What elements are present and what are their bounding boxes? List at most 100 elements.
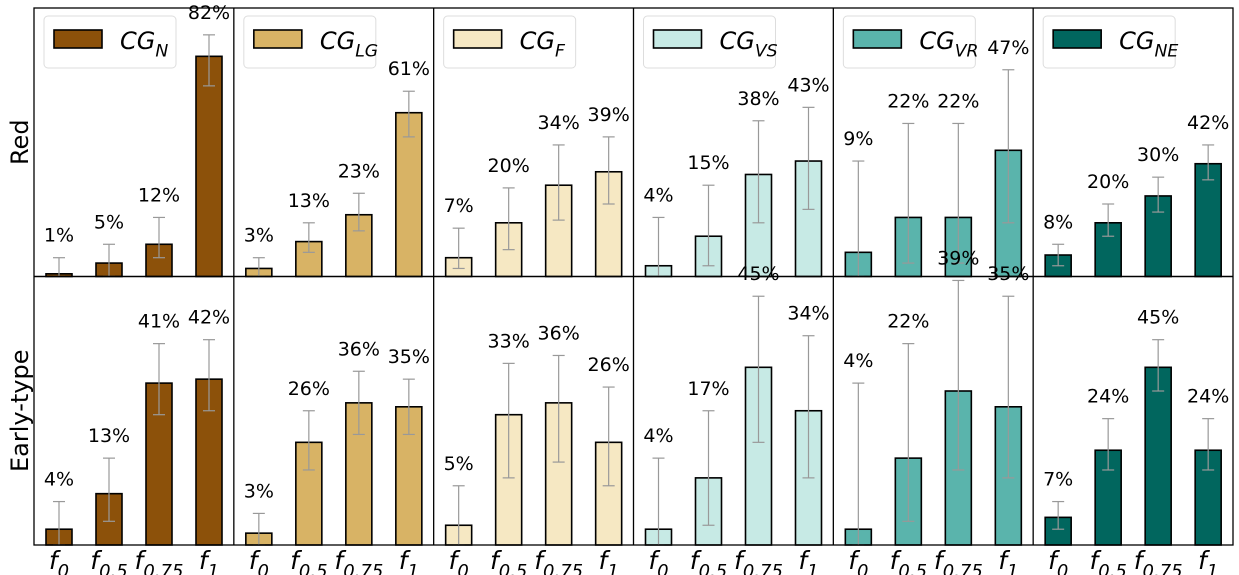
data-label: 22% bbox=[887, 311, 929, 333]
x-tick-label-sub: 0.75 bbox=[743, 561, 783, 575]
x-tick-label: f0.5 bbox=[290, 546, 327, 575]
x-tick-label-sub: 0.5 bbox=[499, 561, 528, 575]
x-tick-label: f0.5 bbox=[490, 546, 527, 575]
x-tick-label-sub: 0 bbox=[857, 561, 868, 575]
x-tick-label-sub: 0.5 bbox=[1098, 561, 1127, 575]
data-label: 4% bbox=[843, 350, 873, 372]
legend: CGF bbox=[443, 15, 577, 69]
data-label: 45% bbox=[737, 263, 779, 285]
x-tick-label: f1 bbox=[1198, 546, 1218, 575]
x-tick-label-sub: 0.5 bbox=[699, 561, 728, 575]
data-label: 82% bbox=[188, 2, 230, 24]
panel-early-type-cgne: 7% 24% 45% 24% bbox=[1043, 307, 1229, 546]
legend-frame bbox=[1042, 15, 1176, 69]
data-label: 26% bbox=[288, 378, 330, 400]
data-label: 15% bbox=[687, 152, 729, 174]
x-tick-label-sub: 0.5 bbox=[99, 561, 128, 575]
data-label: 33% bbox=[488, 330, 530, 352]
data-label: 4% bbox=[643, 425, 673, 447]
data-label: 4% bbox=[44, 469, 74, 491]
x-tick-label: f0.75 bbox=[534, 546, 583, 575]
legend-label-sub: NE bbox=[1155, 42, 1179, 62]
legend: CGN bbox=[43, 15, 177, 69]
data-label: 23% bbox=[338, 160, 380, 182]
panel-early-type-cglg: 3% 26% 36% 35% bbox=[244, 338, 430, 546]
legend-label: CGN bbox=[120, 27, 168, 62]
panel-red-cgf: 7% 20% 34% 39% CGF bbox=[443, 15, 630, 278]
x-tick-label: f0.75 bbox=[934, 546, 983, 575]
data-label: 7% bbox=[444, 195, 474, 217]
data-label: 35% bbox=[987, 263, 1029, 285]
x-tick-label-sub: 0 bbox=[258, 561, 269, 575]
x-tick-label: f0 bbox=[49, 546, 69, 575]
x-tick-label: f0.75 bbox=[734, 546, 783, 575]
legend-label-sub: F bbox=[555, 42, 566, 62]
data-label: 3% bbox=[244, 225, 274, 247]
data-label: 61% bbox=[388, 58, 430, 80]
legend-swatch bbox=[452, 29, 503, 49]
x-tick-label: f0.75 bbox=[334, 546, 383, 575]
panel-red-cgvr: 9% 22% 22% 47% CGVR bbox=[842, 15, 1029, 278]
x-tick-label-sub: 0.75 bbox=[343, 561, 383, 575]
legend: CGLG bbox=[243, 15, 378, 69]
x-tick-label-sub: 1 bbox=[1207, 561, 1218, 575]
legend-swatch bbox=[852, 29, 903, 49]
x-tick-label-sub: 0.75 bbox=[543, 561, 583, 575]
panel-red-cglg: 3% 13% 23% 61% CGLG bbox=[243, 15, 430, 278]
legend-frame bbox=[43, 15, 177, 69]
data-label: 36% bbox=[538, 322, 580, 344]
data-label: 24% bbox=[1187, 386, 1229, 408]
legend-label: CGF bbox=[520, 27, 566, 62]
data-label: 20% bbox=[488, 155, 530, 177]
legend-label-sub: VS bbox=[755, 42, 778, 62]
x-tick-label-sub: 0.75 bbox=[943, 561, 983, 575]
x-tick-label: f0.5 bbox=[90, 546, 127, 575]
x-tick-label: f0.5 bbox=[1089, 546, 1126, 575]
data-label: 17% bbox=[687, 378, 729, 400]
x-tick-label-sub: 0.5 bbox=[299, 561, 328, 575]
panel-red-cgne: 8% 20% 30% 42% CGNE bbox=[1042, 15, 1229, 278]
data-label: 12% bbox=[138, 184, 180, 206]
data-label: 41% bbox=[138, 311, 180, 333]
x-tick-label-sub: 0 bbox=[457, 561, 468, 575]
data-label: 13% bbox=[88, 425, 130, 447]
legend-label-sub: VR bbox=[955, 42, 979, 62]
legend-label-base: CG bbox=[520, 27, 555, 55]
data-label: 8% bbox=[1043, 211, 1073, 233]
legend-label-base: CG bbox=[120, 27, 155, 55]
legend-label: CGVS bbox=[720, 27, 778, 62]
panel-early-type-cgn: 4% 13% 41% 42% bbox=[44, 307, 230, 546]
x-tick-label-sub: 1 bbox=[807, 561, 818, 575]
panel-early-type-cgf: 5% 33% 36% 26% bbox=[444, 322, 630, 546]
x-tick-label: f0 bbox=[449, 546, 469, 575]
x-tick-label-sub: 0 bbox=[1057, 561, 1068, 575]
data-label: 34% bbox=[787, 303, 829, 325]
data-label: 1% bbox=[44, 225, 74, 247]
row-label-early-type: Early-type bbox=[6, 350, 34, 472]
x-tick-label: f0.75 bbox=[135, 546, 184, 575]
x-tick-label: f0.75 bbox=[1134, 546, 1183, 575]
panel-red-cgvs: 4% 15% 38% 43% CGVS bbox=[643, 15, 830, 278]
legend-frame bbox=[842, 15, 976, 69]
data-label: 43% bbox=[787, 74, 829, 96]
data-label: 30% bbox=[1137, 144, 1179, 166]
x-tick-label-sub: 1 bbox=[1007, 561, 1018, 575]
row-label-red: Red bbox=[6, 119, 34, 165]
data-label: 5% bbox=[444, 453, 474, 475]
x-tick-label: f0 bbox=[648, 546, 668, 575]
x-tick-label: f0.5 bbox=[690, 546, 727, 575]
x-tick-label: f1 bbox=[998, 546, 1018, 575]
data-label: 47% bbox=[987, 37, 1029, 59]
legend-swatch bbox=[253, 29, 303, 49]
legend: CGNE bbox=[1042, 15, 1179, 69]
bar bbox=[295, 441, 323, 546]
data-label: 7% bbox=[1043, 469, 1073, 491]
bar bbox=[195, 55, 223, 278]
data-label: 3% bbox=[244, 480, 274, 502]
data-label: 4% bbox=[643, 184, 673, 206]
x-tick-label-sub: 0 bbox=[58, 561, 69, 575]
legend-label-sub: LG bbox=[355, 42, 378, 62]
data-label: 26% bbox=[588, 354, 630, 376]
data-label: 39% bbox=[588, 104, 630, 126]
data-label: 24% bbox=[1087, 386, 1129, 408]
